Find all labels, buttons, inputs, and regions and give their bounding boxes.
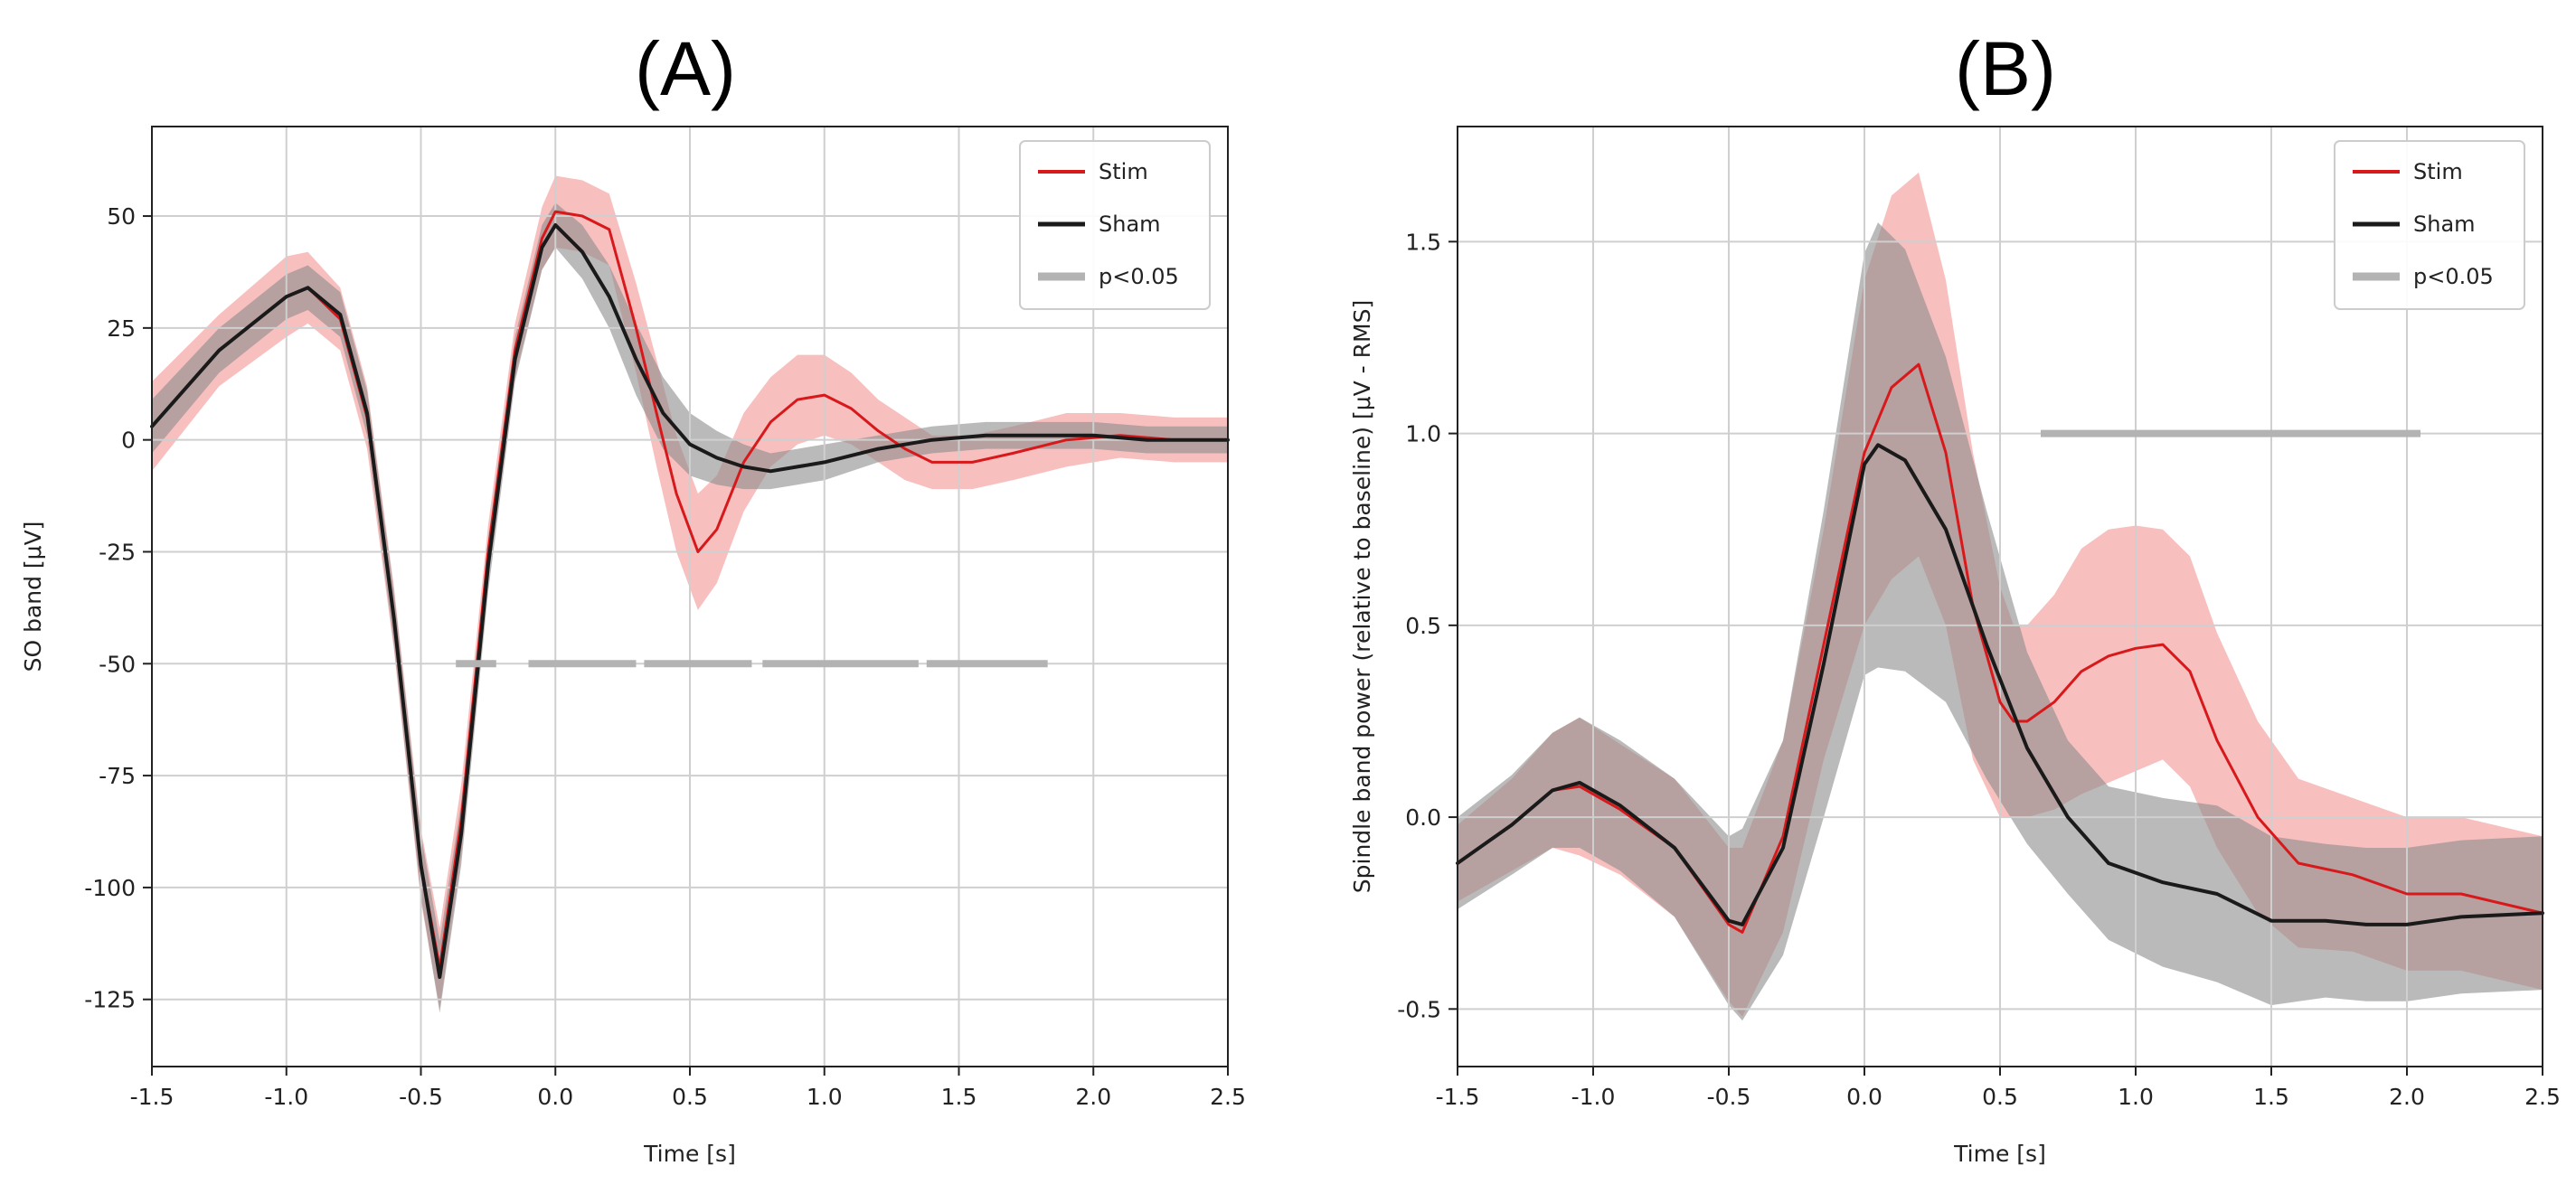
- series-lines: [150, 210, 1230, 979]
- grid: [152, 127, 1228, 1067]
- x-tick-label: -0.5: [1707, 1084, 1751, 1110]
- panel-title: (B): [1955, 26, 2056, 111]
- y-tick-label: 25: [107, 315, 136, 342]
- legend-label-significance: p<0.05: [1099, 264, 1179, 289]
- x-tick-label: -1.5: [1436, 1084, 1480, 1110]
- y-tick-label: -75: [99, 763, 136, 789]
- legend-label-stim: Stim: [1099, 159, 1148, 184]
- x-tick-label: 0.0: [537, 1084, 573, 1110]
- x-tick-label: 1.5: [941, 1084, 977, 1110]
- y-tick-label: -100: [84, 875, 136, 901]
- x-tick-labels: -1.5 -1.0 -0.5 0.0 0.5 1.0 1.5 2.0 2.5: [1436, 1067, 2561, 1110]
- y-axis-label: Spindle band power (relative to baseline…: [1349, 300, 1375, 893]
- x-tick-label: 2.5: [1210, 1084, 1246, 1110]
- x-tick-label: -1.5: [130, 1084, 175, 1110]
- x-tick-label: 2.5: [2524, 1084, 2561, 1110]
- y-tick-label: -125: [84, 987, 136, 1013]
- x-tick-label: 1.0: [807, 1084, 843, 1110]
- x-tick-label: -1.0: [264, 1084, 308, 1110]
- x-tick-label: 2.0: [2389, 1084, 2425, 1110]
- y-tick-label: -0.5: [1397, 996, 1441, 1022]
- y-tick-label: 0: [121, 428, 136, 454]
- y-tick-labels: 1.5 1.0 0.5 0.0 -0.5: [1397, 229, 1458, 1022]
- legend-box: [2334, 140, 2525, 310]
- legend-label-significance: p<0.05: [2413, 264, 2494, 289]
- y-tick-label: 0.5: [1405, 613, 1441, 639]
- y-tick-label: -25: [99, 539, 136, 565]
- x-tick-label: 0.5: [672, 1084, 708, 1110]
- x-tick-label: 0.0: [1846, 1084, 1882, 1110]
- x-axis-label: Time [s]: [1953, 1141, 2046, 1167]
- x-tick-labels: -1.5 -1.0 -0.5 0.0 0.5 1.0 1.5 2.0 2.5: [130, 1067, 1246, 1110]
- series-lines: [1456, 362, 2544, 934]
- y-tick-label: 0.0: [1405, 804, 1441, 831]
- x-tick-label: -1.0: [1571, 1084, 1616, 1110]
- legend-box: [1019, 140, 1211, 310]
- y-tick-label: -50: [99, 651, 136, 677]
- x-axis-label: Time [s]: [643, 1141, 736, 1167]
- legend-label-sham: Sham: [1099, 212, 1161, 237]
- y-tick-label: 1.0: [1405, 421, 1441, 447]
- y-axis-label: SO band [μV]: [20, 522, 46, 672]
- x-tick-label: 2.0: [1075, 1084, 1111, 1110]
- x-tick-label: 1.5: [2253, 1084, 2289, 1110]
- legend-label-sham: Sham: [2413, 212, 2476, 237]
- legend-label-stim: Stim: [2413, 159, 2463, 184]
- line-sham: [1456, 443, 2544, 926]
- y-tick-labels: 50 25 0 -25 -50 -75 -100 -125: [84, 203, 152, 1013]
- panel-a: (A) -1.5 -1.0 -0.5 0.0 0.5 1.0 1.5 2.0 2.5 50 25 0…: [20, 26, 1246, 1167]
- panel-title: (A): [635, 26, 736, 111]
- x-tick-label: 1.0: [2118, 1084, 2154, 1110]
- legend: Stim Sham p<0.05: [2334, 140, 2525, 310]
- x-tick-label: -0.5: [399, 1084, 443, 1110]
- line-sham: [150, 223, 1230, 979]
- legend: Stim Sham p<0.05: [1019, 140, 1211, 310]
- x-tick-label: 0.5: [1982, 1084, 2018, 1110]
- panel-b: (B) -1.5 -1.0 -0.5 0.0 0.5 1.0 1.5 2.0 2.5 1.51.…: [1349, 26, 2561, 1167]
- y-tick-label: 1.5: [1405, 229, 1441, 255]
- y-tick-label: 50: [107, 203, 136, 230]
